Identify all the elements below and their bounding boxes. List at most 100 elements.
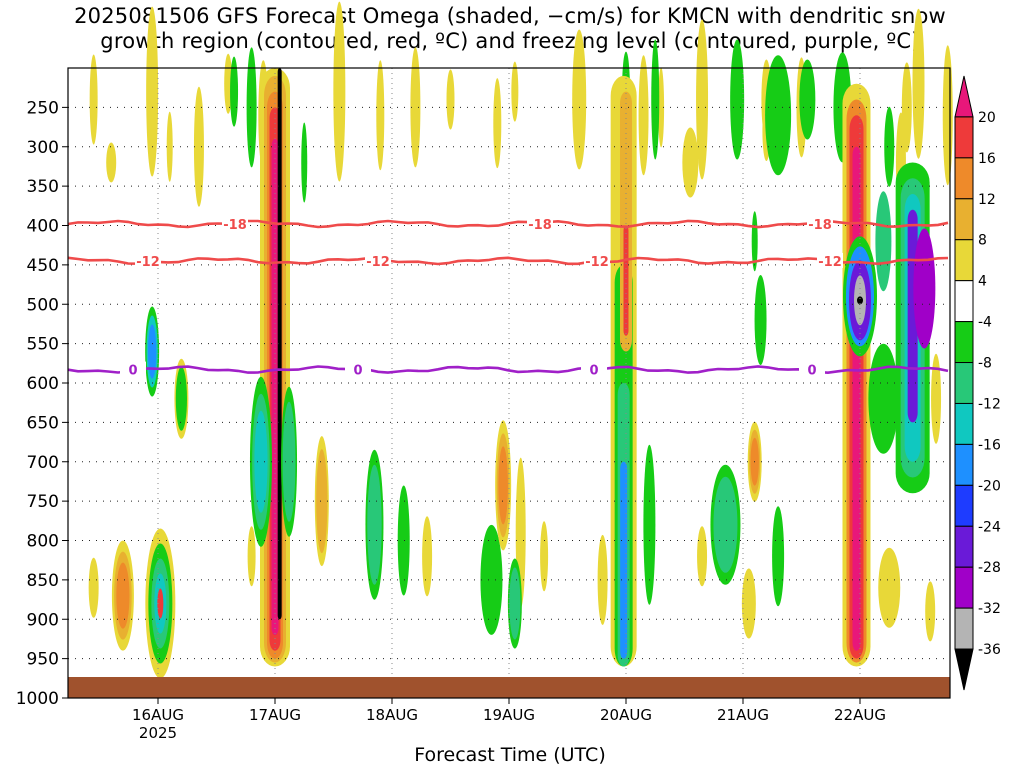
chart-title: 2025081506 GFS Forecast Omega (shaded, −… <box>0 4 1020 54</box>
contour-label-bg <box>581 361 607 377</box>
contour-label: -18 <box>808 218 832 233</box>
omega-shade <box>620 91 632 352</box>
y-tick-label: 350 <box>27 177 59 197</box>
omega-shade <box>157 588 164 619</box>
omega-shade <box>942 45 953 186</box>
contour-label-bg <box>807 215 833 231</box>
colorbar-label: -20 <box>978 478 1001 494</box>
omega-shade <box>301 122 308 203</box>
y-tick-label: 450 <box>27 256 59 276</box>
colorbar-label: -8 <box>978 356 992 372</box>
y-tick-label: 600 <box>27 374 59 394</box>
y-tick-label: 750 <box>27 492 59 512</box>
colorbar-swatch <box>954 198 974 241</box>
omega-shade <box>277 68 282 620</box>
colorbar-swatch <box>954 402 974 445</box>
omega-shade <box>376 60 385 171</box>
x-tick-label: 19AUG <box>483 706 535 724</box>
omega-shade <box>146 6 159 177</box>
colorbar-swatch <box>954 648 974 691</box>
omega-shade <box>282 401 296 522</box>
omega-shade <box>658 67 665 148</box>
omega-shade <box>480 524 503 635</box>
omega-shade <box>230 56 239 127</box>
omega-shade <box>868 343 899 454</box>
omega-shade <box>175 366 187 431</box>
omega-shade <box>446 69 455 130</box>
title-line-2: growth region (contoured, red, ºC) and f… <box>100 29 920 53</box>
contour-label: 0 <box>128 364 137 379</box>
x-tick-label: 17AUG <box>249 706 301 724</box>
omega-shade <box>540 521 549 592</box>
contour-label-bg <box>799 361 825 377</box>
contour-label: -18 <box>223 218 247 233</box>
omega-shade <box>884 106 895 187</box>
omega-shade <box>623 225 629 336</box>
contour-label: -18 <box>528 218 552 233</box>
colorbar-swatch <box>954 321 974 364</box>
y-tick-label: 1000 <box>16 689 59 709</box>
omega-shade <box>410 47 421 168</box>
omega-shade <box>316 449 328 554</box>
omega-shade <box>799 59 816 140</box>
omega-shade <box>597 534 608 625</box>
omega-shade <box>638 55 649 176</box>
colorbar: 20 16 12 8 4 -4 -8 -12 -16 -20 -24 -28 -32 -36 <box>954 75 1001 691</box>
omega-shade <box>106 142 117 183</box>
colorbar-label: -36 <box>978 642 1001 658</box>
omega-shade <box>730 39 745 160</box>
contour-label-bg <box>365 252 391 268</box>
omega-shade <box>498 446 508 525</box>
omega-shade <box>878 547 901 628</box>
omega-shade <box>88 557 99 618</box>
colorbar-label: 8 <box>978 233 987 249</box>
contour-label: -12 <box>366 255 390 270</box>
omega-shade <box>925 581 936 642</box>
contour-label: 0 <box>353 364 362 379</box>
x-axis: 16AUG 17AUG 18AUG 19AUG 20AUG 21AUG 22AUG 2025 <box>132 698 886 742</box>
x-tick-label: 21AUG <box>717 706 769 724</box>
omega-shade <box>116 562 130 629</box>
colorbar-label: -32 <box>978 601 1001 617</box>
temperature-contours: -18 -18 -18 -12 -12 -12 -12 0 0 0 0 <box>67 215 949 379</box>
colorbar-swatch <box>954 239 974 282</box>
omega-shade <box>254 410 268 513</box>
colorbar-swatch <box>954 484 974 527</box>
omega-shade <box>901 62 912 153</box>
y-tick-label: 800 <box>27 532 59 552</box>
omega-shade <box>509 567 521 640</box>
colorbar-label: -4 <box>978 315 992 331</box>
omega-shade <box>713 476 738 573</box>
omega-shade <box>754 275 767 365</box>
x-tick-label: 18AUG <box>366 706 418 724</box>
omega-shade <box>696 19 709 180</box>
colorbar-swatch <box>954 75 974 118</box>
omega-shade <box>422 516 433 597</box>
colorbar-label: -24 <box>978 519 1001 535</box>
y-tick-label: 550 <box>27 335 59 355</box>
omega-shade <box>572 29 587 170</box>
grid <box>68 68 950 699</box>
contour-label-bg <box>222 215 248 231</box>
contour-label: -12 <box>585 255 609 270</box>
colorbar-label: 20 <box>978 110 996 126</box>
colorbar-swatch <box>954 525 974 568</box>
contour-label: 0 <box>807 364 816 379</box>
contour-line <box>67 256 949 266</box>
ground-strip <box>68 677 950 698</box>
colorbar-label: 12 <box>978 192 996 208</box>
y-tick-label: 400 <box>27 217 59 237</box>
omega-shade <box>193 86 204 207</box>
colorbar-label: 4 <box>978 274 987 290</box>
y-axis: 250 300 350 400 450 500 550 600 650 700 750 800 850 9… <box>16 98 68 709</box>
colorbar-swatch <box>954 280 974 323</box>
omega-shade <box>397 485 410 596</box>
colorbar-swatch <box>954 116 974 159</box>
omega-shade <box>643 444 656 605</box>
x-axis-title: Forecast Time (UTC) <box>414 744 606 766</box>
colorbar-label: -28 <box>978 560 1001 576</box>
omega-shade <box>166 111 173 182</box>
y-tick-label: 300 <box>27 138 59 158</box>
y-tick-label: 250 <box>27 98 59 118</box>
contour-label: -12 <box>818 255 842 270</box>
